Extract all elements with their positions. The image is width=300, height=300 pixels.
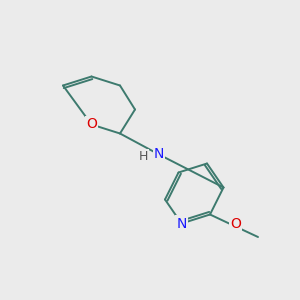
Text: N: N xyxy=(154,148,164,161)
Text: O: O xyxy=(86,118,97,131)
Text: O: O xyxy=(230,217,241,230)
Text: H: H xyxy=(139,149,148,163)
Text: N: N xyxy=(176,217,187,230)
